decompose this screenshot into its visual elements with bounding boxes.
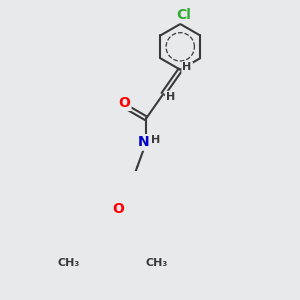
Text: H: H xyxy=(151,134,160,145)
Text: CH₃: CH₃ xyxy=(58,258,80,268)
Text: H: H xyxy=(182,62,192,72)
Text: N: N xyxy=(137,135,149,149)
Text: H: H xyxy=(166,92,175,102)
Text: Cl: Cl xyxy=(176,8,191,22)
Text: O: O xyxy=(112,202,124,216)
Text: O: O xyxy=(118,96,130,110)
Text: CH₃: CH₃ xyxy=(145,258,167,268)
